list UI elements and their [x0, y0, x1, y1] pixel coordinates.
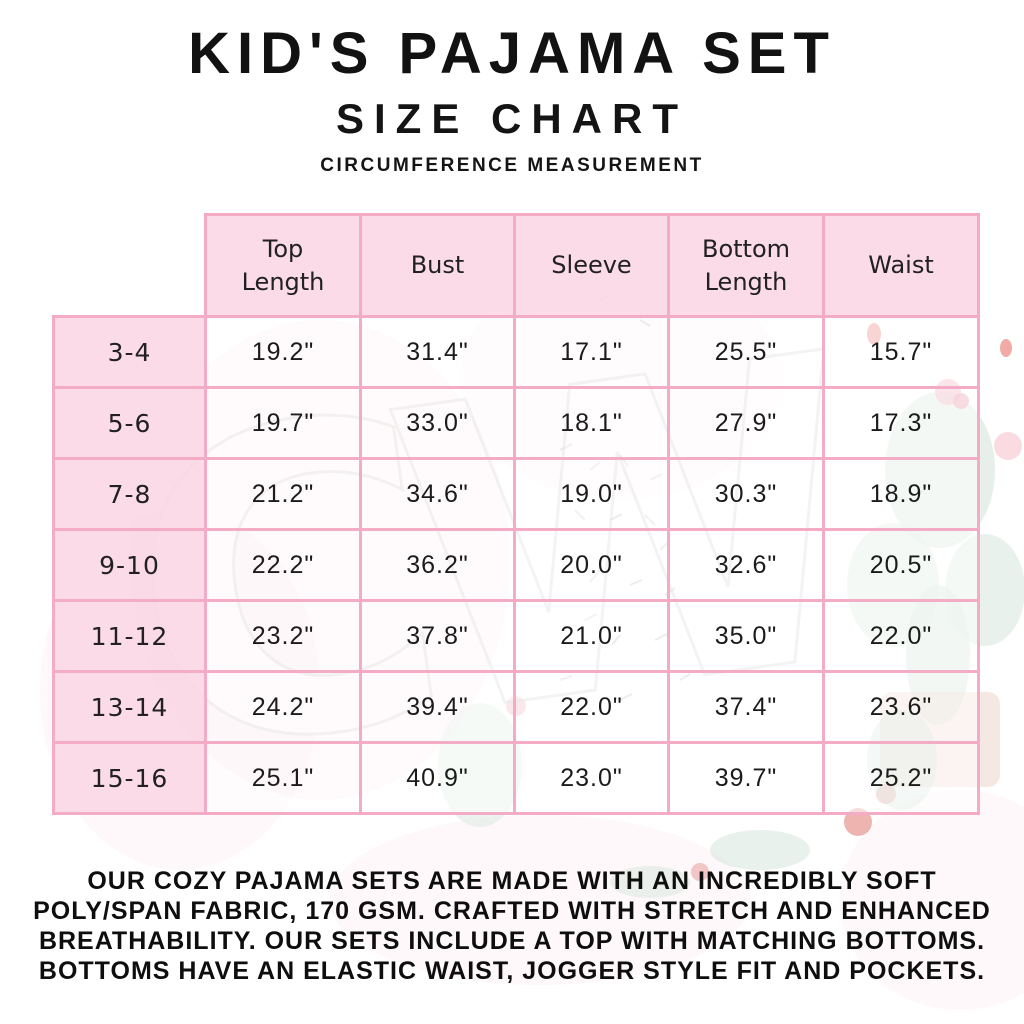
table-row: 9-10 22.2" 36.2" 20.0" 32.6" 20.5" [52, 528, 980, 602]
table-row: 15-16 25.1" 40.9" 23.0" 39.7" 25.2" [52, 741, 980, 815]
value-cell: 22.0" [513, 670, 670, 744]
description-line: OUR COZY PAJAMA SETS ARE MADE WITH AN IN… [87, 867, 937, 895]
value-cell: 22.0" [822, 599, 980, 673]
value-cell: 21.2" [204, 457, 362, 531]
value-cell: 40.9" [359, 741, 516, 815]
value-cell: 37.4" [667, 670, 825, 744]
value-cell: 25.5" [667, 315, 825, 389]
value-cell: 34.6" [359, 457, 516, 531]
table-row: 11-12 23.2" 37.8" 21.0" 35.0" 22.0" [52, 599, 980, 673]
value-cell: 17.3" [822, 386, 980, 460]
size-chart-table: Top Length Bust Sleeve Bottom Length Wai… [52, 213, 980, 815]
column-header-top-length: Top Length [204, 213, 362, 318]
column-header-label: Bottom Length [701, 235, 791, 296]
size-cell: 11-12 [52, 599, 207, 673]
value-cell: 20.0" [513, 528, 670, 602]
value-cell: 23.2" [204, 599, 362, 673]
description-line: BOTTOMS HAVE AN ELASTIC WAIST, JOGGER ST… [38, 957, 986, 985]
description-line: BREATHABILITY. OUR SETS INCLUDE A TOP WI… [38, 927, 986, 955]
value-cell: 19.2" [204, 315, 362, 389]
value-cell: 36.2" [359, 528, 516, 602]
page-title: KID'S PAJAMA SET [188, 21, 836, 86]
table-row: 5-6 19.7" 33.0" 18.1" 27.9" 17.3" [52, 386, 980, 460]
title-block: KID'S PAJAMA SET SIZE CHART CIRCUMFERENC… [0, 20, 1024, 177]
value-cell: 22.2" [204, 528, 362, 602]
size-cell: 9-10 [52, 528, 207, 602]
description-line: POLY/SPAN FABRIC, 170 GSM. CRAFTED WITH … [33, 897, 991, 925]
size-cell: 15-16 [52, 741, 207, 815]
value-cell: 30.3" [667, 457, 825, 531]
value-cell: 27.9" [667, 386, 825, 460]
table-row: 13-14 24.2" 39.4" 22.0" 37.4" 23.6" [52, 670, 980, 744]
column-header-label: Waist [868, 251, 934, 280]
table-row: 3-4 19.2" 31.4" 17.1" 25.5" 15.7" [52, 315, 980, 389]
value-cell: 39.4" [359, 670, 516, 744]
measurement-note: CIRCUMFERENCE MEASUREMENT [320, 155, 704, 176]
value-cell: 17.1" [513, 315, 670, 389]
column-header-bust: Bust [359, 213, 516, 318]
column-header-bottom-length: Bottom Length [667, 213, 825, 318]
value-cell: 19.7" [204, 386, 362, 460]
value-cell: 31.4" [359, 315, 516, 389]
value-cell: 25.2" [822, 741, 980, 815]
size-cell: 13-14 [52, 670, 207, 744]
value-cell: 25.1" [204, 741, 362, 815]
column-header-label: Top Length [241, 235, 325, 296]
corner-cell [54, 215, 206, 317]
size-cell: 7-8 [52, 457, 207, 531]
size-cell: 5-6 [52, 386, 207, 460]
product-description: OUR COZY PAJAMA SETS ARE MADE WITH AN IN… [0, 866, 1024, 986]
header-row: Top Length Bust Sleeve Bottom Length Wai… [54, 213, 980, 318]
value-cell: 19.0" [513, 457, 670, 531]
value-cell: 21.0" [513, 599, 670, 673]
value-cell: 18.1" [513, 386, 670, 460]
value-cell: 32.6" [667, 528, 825, 602]
table-row: 7-8 21.2" 34.6" 19.0" 30.3" 18.9" [52, 457, 980, 531]
value-cell: 20.5" [822, 528, 980, 602]
value-cell: 37.8" [359, 599, 516, 673]
value-cell: 39.7" [667, 741, 825, 815]
value-cell: 15.7" [822, 315, 980, 389]
value-cell: 24.2" [204, 670, 362, 744]
column-header-sleeve: Sleeve [513, 213, 670, 318]
column-header-label: Bust [410, 251, 465, 280]
value-cell: 18.9" [822, 457, 980, 531]
value-cell: 23.6" [822, 670, 980, 744]
column-header-label: Sleeve [551, 251, 632, 280]
value-cell: 23.0" [513, 741, 670, 815]
size-cell: 3-4 [52, 315, 207, 389]
column-header-waist: Waist [822, 213, 980, 318]
value-cell: 35.0" [667, 599, 825, 673]
page-subtitle: SIZE CHART [336, 95, 688, 142]
value-cell: 33.0" [359, 386, 516, 460]
